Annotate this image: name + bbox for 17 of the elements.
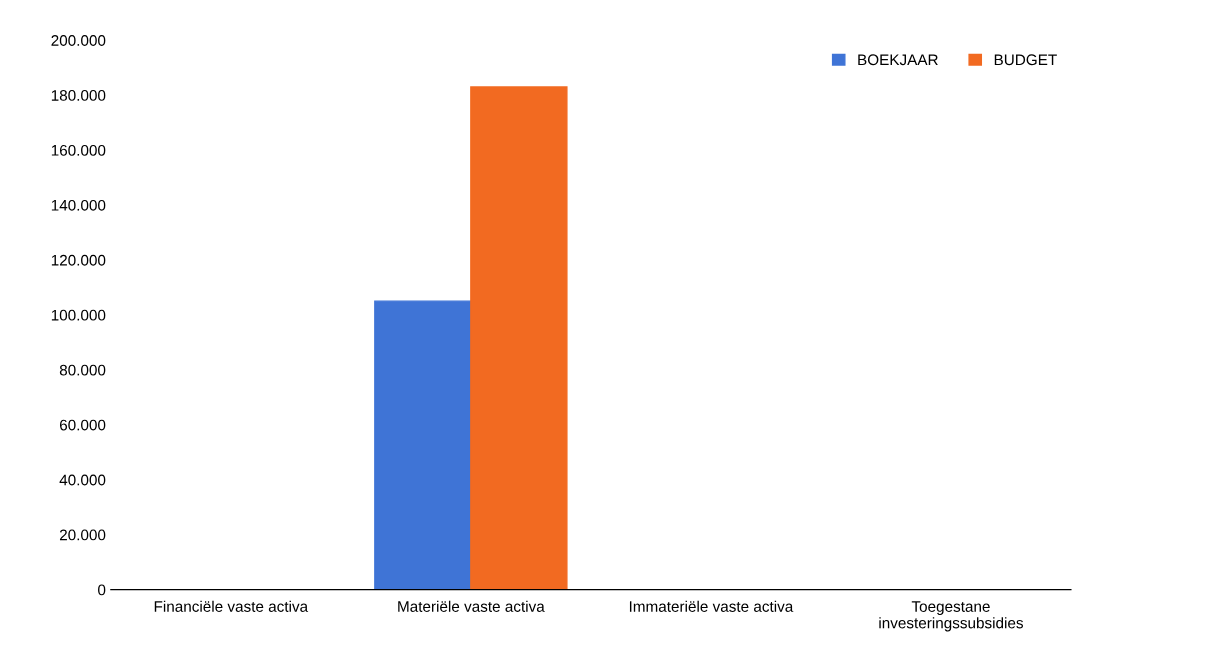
x-tick-label: Materiële vaste activa [398, 600, 545, 612]
y-tick-label: 0 [98, 584, 106, 596]
x-tick-label: Toegestane investeringssubsidies [879, 601, 1024, 632]
x-tick-label: Financiële vaste activa [154, 600, 309, 612]
x-tick-label: Immateriële vaste activa [629, 600, 794, 612]
y-tick-label: 180.000 [51, 90, 106, 101]
y-tick-label: 60.000 [59, 419, 106, 431]
legend-label: BUDGET [994, 54, 1057, 66]
y-tick-label: 100.000 [51, 309, 106, 321]
y-tick-label: 120.000 [51, 254, 106, 266]
legend-label: BOEKJAAR [858, 54, 938, 66]
y-tick-label: 200.000 [51, 35, 106, 46]
y-tick-label: 40.000 [59, 474, 106, 486]
y-tick-label: 80.000 [59, 364, 106, 376]
y-tick-label: 20.000 [59, 529, 106, 541]
y-tick-label: 140.000 [51, 199, 106, 211]
y-tick-label: 160.000 [51, 144, 106, 156]
